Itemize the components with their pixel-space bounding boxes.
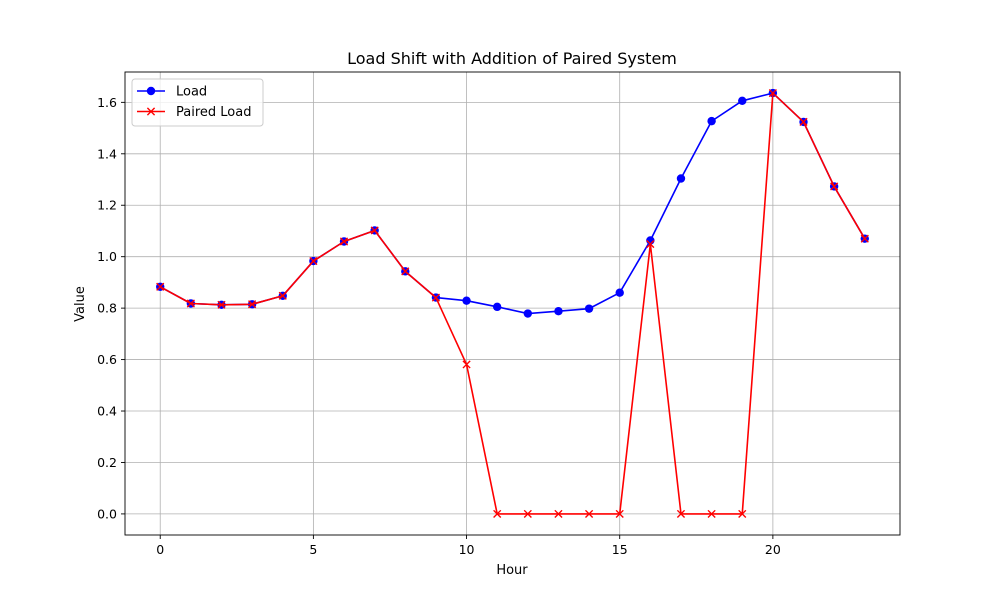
data-point-circle [492, 302, 502, 312]
x-tick-label: 20 [765, 542, 781, 557]
y-tick-label: 0.2 [97, 455, 117, 470]
data-point-x [309, 256, 318, 266]
data-point-x [493, 509, 502, 519]
data-point-circle [462, 296, 471, 305]
plot-frame [124, 71, 901, 536]
x-tick-label: 15 [612, 542, 628, 557]
y-tick-label: 1.4 [97, 146, 117, 161]
data-point-x [707, 509, 716, 519]
series-paired-load [156, 88, 869, 519]
grid [125, 72, 900, 535]
y-tick-label: 0.4 [97, 404, 117, 419]
data-point-circle [738, 96, 747, 106]
y-tick-label: 0.0 [97, 506, 117, 521]
x-axis: 0 5 10 15 20 [156, 535, 781, 557]
x-axis-label: Hour [496, 563, 528, 578]
data-point-x [156, 282, 165, 291]
data-point-x [339, 237, 349, 246]
data-point-x [186, 299, 195, 308]
data-point-x [738, 509, 747, 519]
y-tick-label: 1.0 [97, 249, 117, 264]
series-lines [156, 88, 869, 519]
data-point-x [646, 239, 655, 249]
data-point-circle [554, 307, 563, 316]
legend-marker-circle [146, 86, 156, 96]
data-point-x [217, 300, 226, 309]
series-line [159, 92, 866, 515]
data-point-x [799, 117, 808, 126]
data-point-x [584, 509, 594, 519]
data-point-x [370, 226, 379, 235]
data-point-x [830, 182, 839, 191]
legend-item: Load [137, 85, 207, 100]
data-point-x [554, 509, 563, 519]
data-point-x [860, 234, 869, 243]
data-point-x [278, 291, 287, 300]
axes-frame [124, 71, 901, 536]
y-tick-label: 0.6 [97, 352, 117, 367]
chart-title: Load Shift with Addition of Paired Syste… [347, 49, 677, 68]
legend: Load Paired Load [131, 78, 264, 127]
data-point-x [401, 267, 410, 276]
data-point-circle [523, 309, 533, 318]
data-point-x [615, 509, 624, 519]
y-tick-label: 0.8 [97, 301, 117, 316]
data-point-x [248, 300, 257, 309]
data-point-circle [707, 116, 716, 126]
x-tick-label: 10 [459, 542, 475, 557]
data-point-x [768, 88, 777, 98]
x-tick-label: 0 [156, 542, 164, 557]
y-tick-label: 1.6 [97, 95, 117, 110]
data-point-x [676, 509, 686, 519]
legend-item: Paired Load [137, 105, 251, 120]
data-point-x [462, 360, 471, 369]
y-axis: 0.0 0.2 0.4 0.6 0.8 1.0 1.2 1.4 1.6 [97, 95, 125, 521]
data-point-x [523, 509, 532, 519]
y-axis-label: Value [73, 286, 88, 322]
data-point-circle [584, 304, 594, 313]
legend-label: Paired Load [176, 105, 251, 120]
data-point-circle [615, 288, 624, 297]
legend-label: Load [176, 85, 207, 100]
data-point-circle [676, 174, 686, 183]
x-tick-label: 5 [309, 542, 317, 557]
y-tick-label: 1.2 [97, 198, 117, 213]
data-point-x [431, 293, 441, 302]
legend-marker-x [146, 107, 156, 116]
